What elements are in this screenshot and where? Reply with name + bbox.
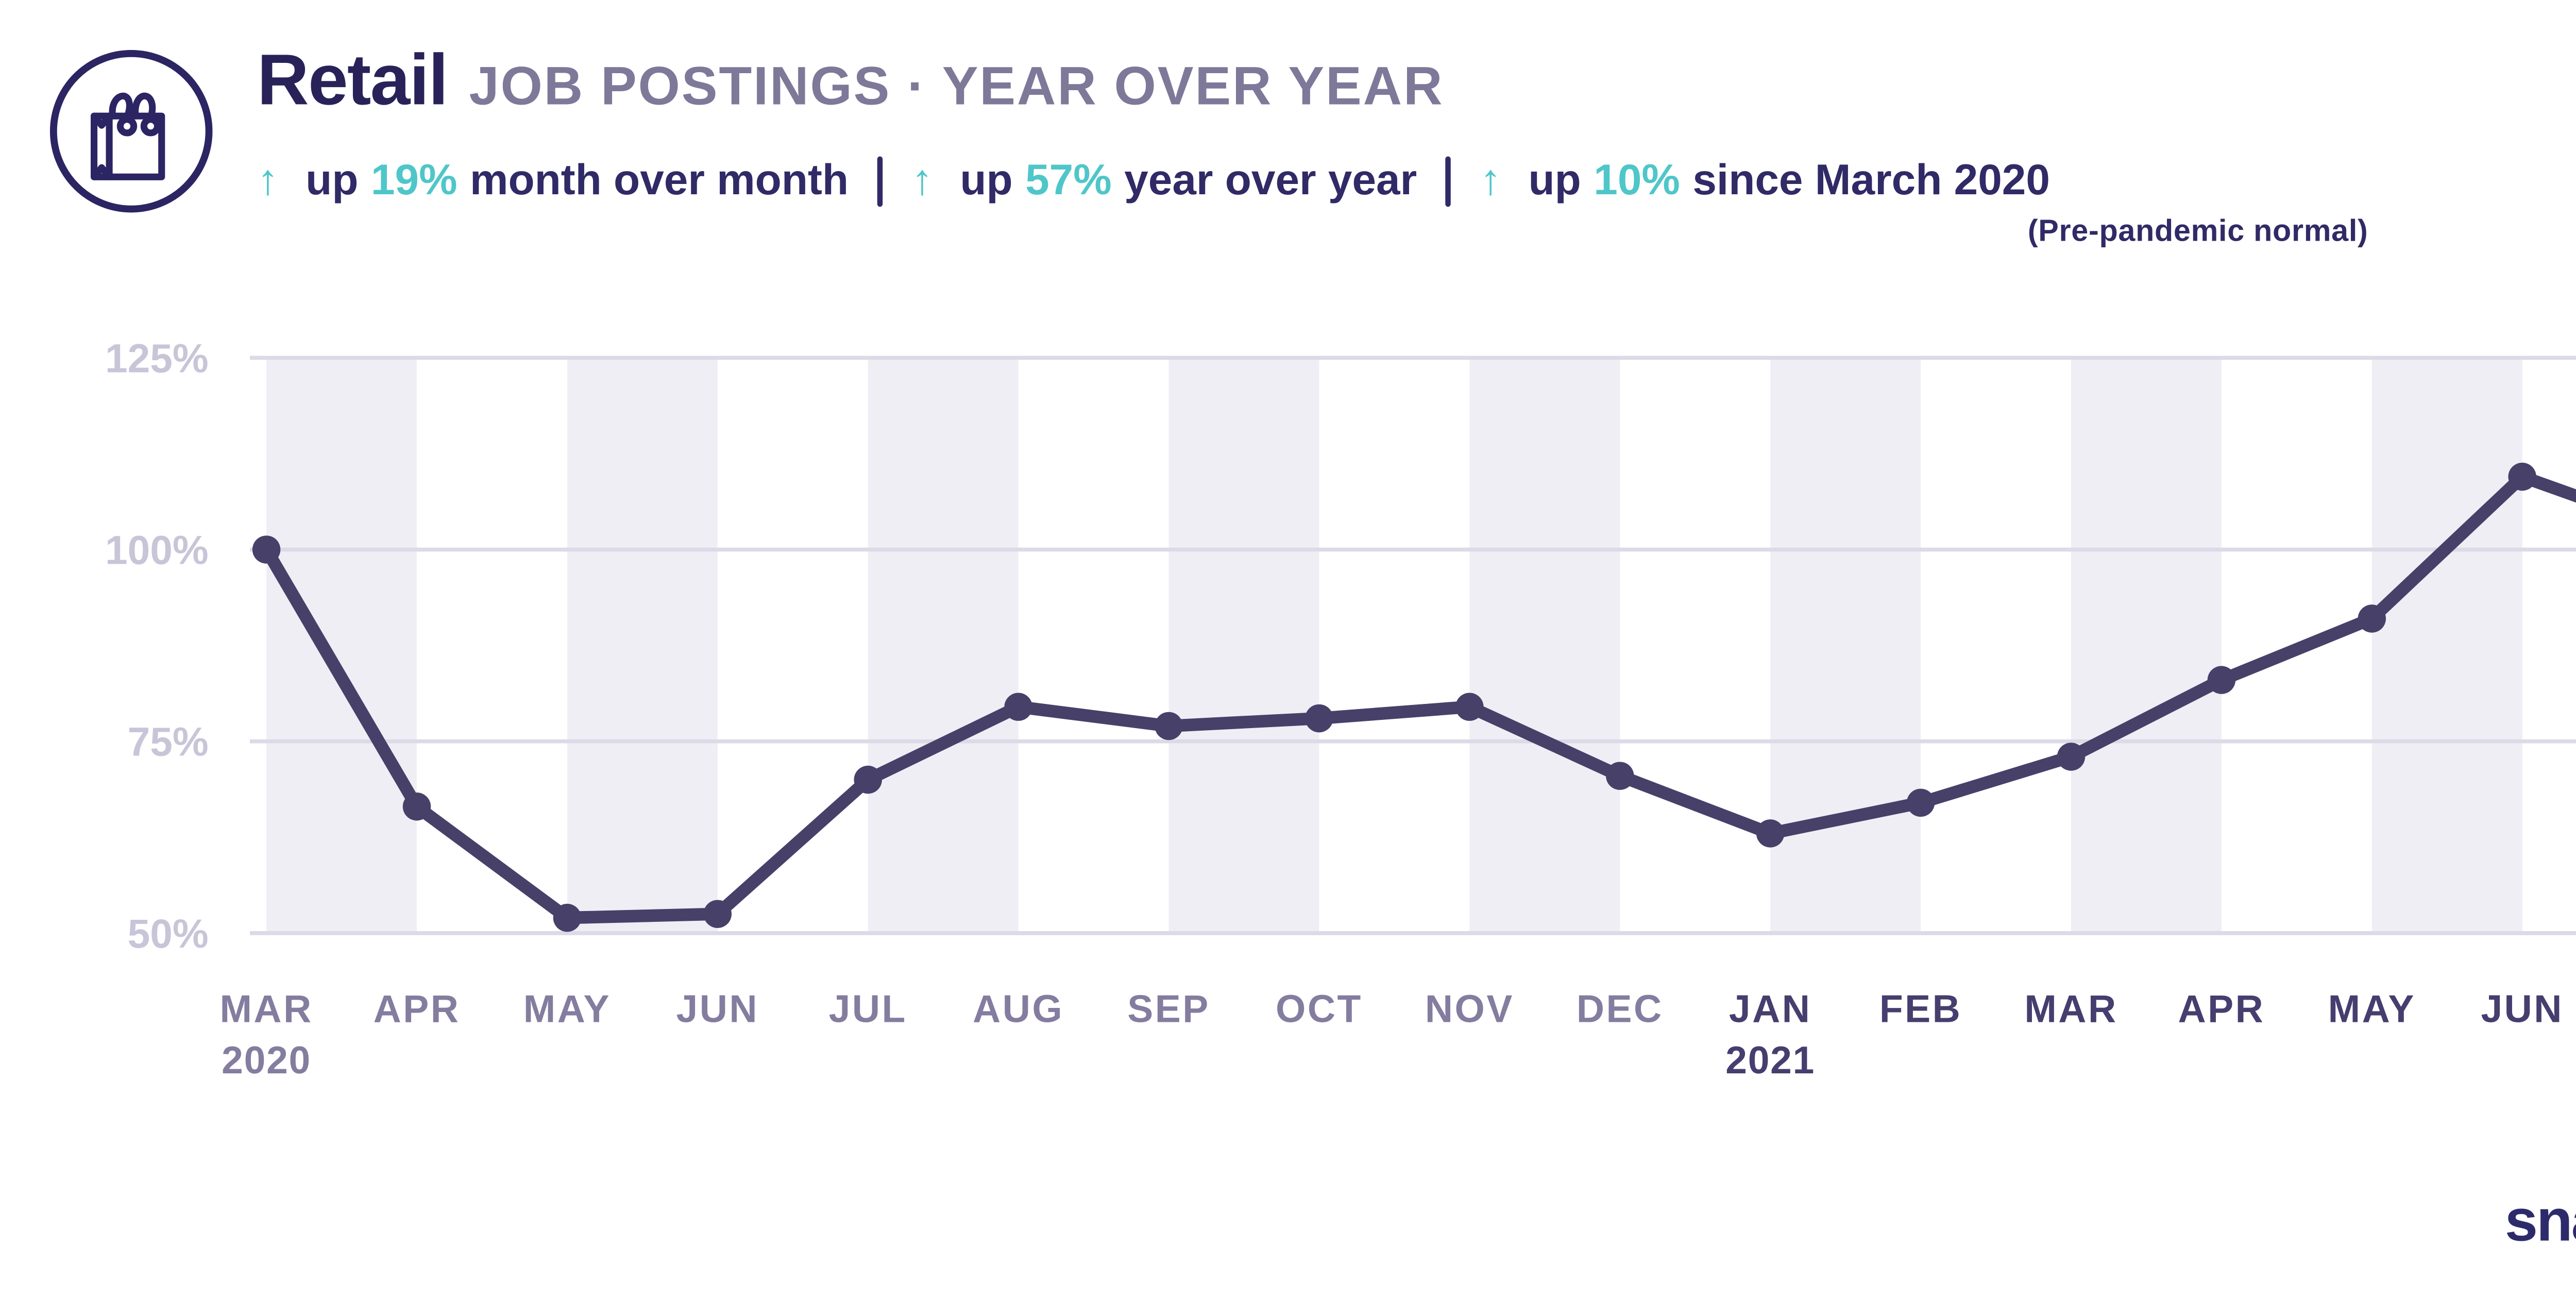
x-axis-label: SEP	[1127, 987, 1210, 1031]
data-point	[1155, 712, 1183, 740]
x-axis-label: JUN	[676, 987, 759, 1031]
stat-prefix: up	[960, 156, 1013, 205]
stat-value: 57%	[1025, 156, 1112, 205]
plot-band	[1168, 358, 1319, 933]
data-point	[2057, 743, 2086, 771]
gridlines	[249, 356, 2576, 935]
data-point	[1606, 762, 1634, 790]
stat-suffix: year over year	[1124, 156, 1417, 205]
stat-prefix: up	[306, 156, 359, 205]
page-title: Retail	[257, 41, 448, 121]
data-point	[2358, 604, 2386, 633]
stat-item: ↑ up 57% year over year	[911, 157, 1417, 207]
title-row: Retail JOB POSTINGS · YEAR OVER YEAR	[257, 40, 1444, 123]
x-axis-label: APR	[374, 987, 461, 1031]
data-point	[1906, 788, 1935, 817]
x-axis-year-label: 2021	[1725, 1038, 1815, 1082]
stat-value: 19%	[370, 156, 457, 205]
data-point	[252, 535, 281, 564]
x-axis-labels: MAR APR MAY JUN JUL AUG SEP OCT NOV DEC JAN FEB MAR A…	[219, 987, 2564, 1082]
page-subtitle: JOB POSTINGS · YEAR OVER YEAR	[469, 57, 1444, 117]
y-axis-label: 75%	[128, 719, 209, 765]
stat-value: 10%	[1594, 156, 1680, 205]
plot-band	[2371, 358, 2522, 933]
data-point	[703, 900, 732, 928]
series-retail	[252, 462, 2576, 932]
data-point	[1756, 819, 1785, 848]
plot-band	[266, 358, 417, 933]
shopping-bag-glyph	[90, 92, 165, 180]
up-arrow-icon: ↑	[911, 156, 934, 205]
data-point	[2508, 462, 2536, 491]
data-point	[854, 765, 882, 794]
stat-separator	[1446, 156, 1451, 207]
footnote-pre-pandemic: (Pre-pandemic normal)	[2027, 214, 2368, 248]
stat-suffix: month over month	[469, 156, 849, 205]
y-axis-labels: 50% 75% 100% 125%	[105, 335, 209, 956]
data-point	[402, 793, 431, 821]
x-axis-label: DEC	[1577, 987, 1664, 1031]
logo-text: snagajob	[2504, 1186, 2576, 1253]
data-point	[1305, 704, 1333, 733]
plot-band	[868, 358, 1019, 933]
data-point	[2207, 666, 2236, 694]
data-point	[1455, 693, 1484, 721]
y-axis-label: 50%	[128, 911, 209, 956]
stat-item: ↑ up 19% month over month	[257, 157, 849, 207]
data-point	[1004, 693, 1032, 721]
y-axis-label: 100%	[105, 527, 209, 572]
x-axis-label: MAR	[2024, 987, 2117, 1031]
data-point	[553, 903, 582, 932]
badge-circle	[49, 49, 213, 213]
x-axis-label: JUL	[829, 987, 907, 1031]
shopping-bag-icon	[49, 49, 213, 213]
snagajob-logo: snagajob®	[2505, 1187, 2576, 1255]
plot-band	[1469, 358, 1620, 933]
x-axis-label: JUN	[2481, 987, 2564, 1031]
stat-item: ↑ up 10% since March 2020	[1480, 157, 2050, 207]
x-axis-year-label: 2020	[222, 1038, 311, 1082]
x-axis-label: MAY	[523, 987, 611, 1031]
x-axis-label: JAN	[1729, 987, 1812, 1031]
y-axis-label: 125%	[105, 335, 209, 381]
up-arrow-icon: ↑	[257, 156, 279, 205]
up-arrow-icon: ↑	[1480, 156, 1502, 205]
x-axis-label: OCT	[1276, 987, 1363, 1031]
x-axis-label: APR	[2178, 987, 2265, 1031]
x-axis-label: MAY	[2328, 987, 2416, 1031]
plot-band	[2071, 358, 2222, 933]
month-bands	[266, 358, 2522, 933]
plot-band	[567, 358, 718, 933]
stat-suffix: since March 2020	[1692, 156, 2050, 205]
stats-row: ↑ up 19% month over month ↑ up 57% year over ye…	[257, 151, 2050, 212]
x-axis-label: AUG	[973, 987, 1064, 1031]
x-axis-label: NOV	[1425, 987, 1514, 1031]
header: Retail JOB POSTINGS · YEAR OVER YEAR	[257, 40, 1444, 123]
plot-band	[1770, 358, 1921, 933]
x-axis-label: FEB	[1879, 987, 1962, 1031]
stat-prefix: up	[1528, 156, 1581, 205]
stat-separator	[877, 156, 883, 207]
x-axis-label: MAR	[219, 987, 313, 1031]
